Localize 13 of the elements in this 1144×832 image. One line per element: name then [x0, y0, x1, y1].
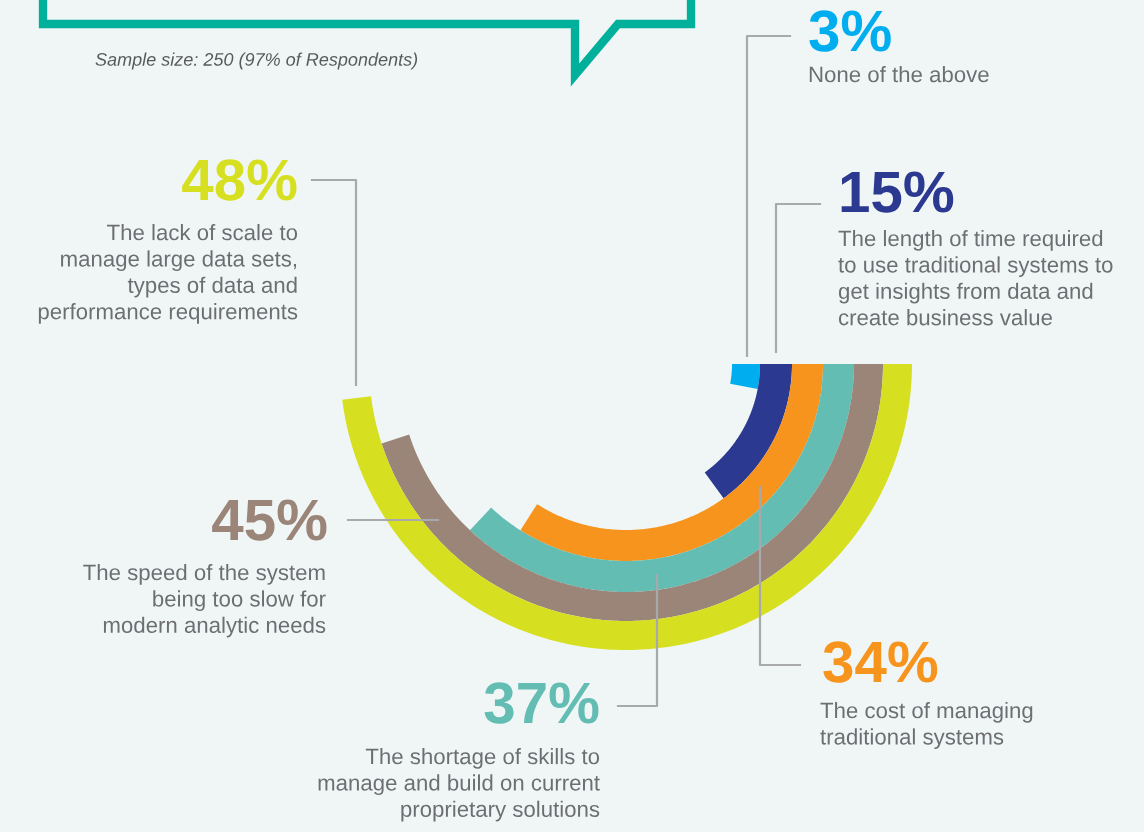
- data-label: 15%: [841, 171, 954, 213]
- data-label: 34%: [823, 641, 938, 683]
- data-label: 37%: [484, 682, 599, 724]
- category-label: None of the above: [809, 66, 989, 83]
- data-label: 3%: [809, 10, 891, 52]
- category-label: The lack of scale to manage large data sets, types of data and performance requirements: [38, 224, 298, 324]
- data-label: 48%: [182, 159, 297, 201]
- category-label: The shortage of skills to manage and build on current proprietary solutions: [318, 748, 600, 822]
- data-label: 45%: [212, 499, 327, 541]
- category-label: The speed of the system being too slow for modern analytic needs: [83, 564, 326, 638]
- category-label: The cost of managing traditional systems: [820, 702, 1033, 750]
- category-label: The length of time required to use traditional systems to get insights from data and create business value: [838, 230, 1113, 326]
- text: Sample size: 250 (97% of Respondents): [95, 52, 418, 70]
